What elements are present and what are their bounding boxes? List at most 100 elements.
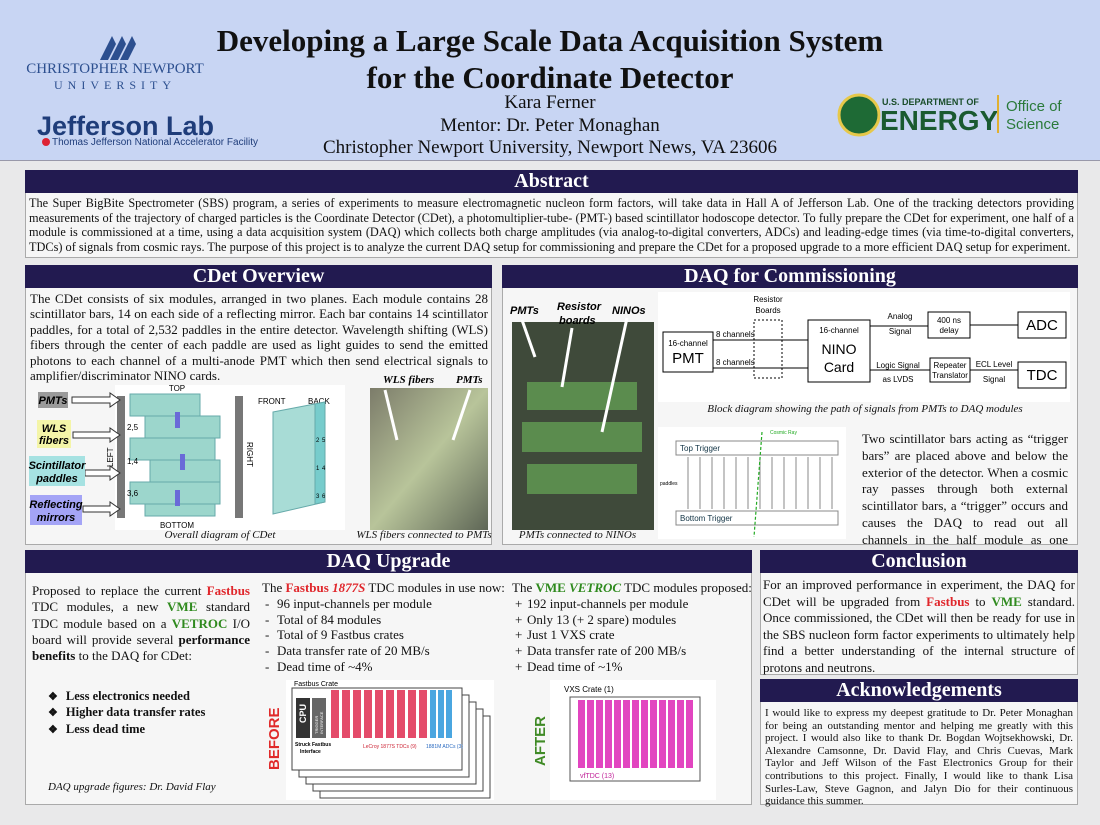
block-label: PMT — [672, 350, 704, 367]
shape — [527, 464, 637, 494]
shape — [175, 490, 180, 506]
text: TDC modules, a new — [32, 599, 168, 615]
benefit: ❖ Higher data transfer rates — [48, 705, 205, 721]
block-label: ADC — [1026, 317, 1058, 334]
fig-label: Fastbus Crate — [294, 681, 338, 688]
back-number: 3 — [316, 494, 320, 500]
row-label: 3,6 — [127, 489, 139, 498]
col-heading: The Fastbus 1877S TDC modules in use now… — [262, 580, 505, 596]
shape — [375, 690, 383, 738]
item-text: Data transfer rate of 20 MB/s — [277, 643, 430, 659]
shape — [668, 700, 675, 768]
fig-label: Interface — [300, 749, 321, 755]
ray-label: Cosmic Ray — [770, 430, 797, 436]
text: VME — [167, 599, 198, 615]
marker: - — [265, 611, 270, 627]
photo-label: NINOs — [612, 305, 646, 317]
mentor: Mentor: Dr. Peter Monaghan — [440, 114, 660, 136]
item-text: Dead time of ~1% — [527, 658, 623, 674]
shape — [364, 690, 372, 738]
text: VETROC — [171, 615, 228, 631]
jlab-sub: Thomas Jefferson National Accelerator Fa… — [52, 137, 258, 148]
cnu-name: CHRISTOPHER NEWPORT — [26, 61, 204, 77]
shape — [446, 690, 452, 738]
block-label: Logic Signal — [876, 361, 920, 370]
fig-label: CPU — [298, 704, 308, 723]
shape — [353, 690, 361, 738]
row-label: 2,5 — [127, 423, 139, 432]
photo-label: PMTs — [456, 374, 483, 386]
col-heading: The VME VETROC TDC modules proposed: — [512, 580, 752, 596]
doe-office: Science — [1006, 116, 1059, 133]
shape — [560, 327, 574, 388]
shape — [687, 457, 833, 509]
shape — [37, 420, 71, 448]
diagram-label: BOTTOM — [160, 521, 194, 530]
element — [522, 382, 642, 494]
shape — [527, 382, 637, 410]
text: VME — [535, 580, 566, 595]
cdet-diagram: TOP BOTTOM LEFT RIGHT 2,5 1,4 3,6 FRONT … — [29, 384, 345, 530]
section-heading: DAQ Upgrade — [25, 550, 752, 573]
item-text: Data transfer rate of 200 MB/s — [527, 643, 687, 659]
title-line: for the Coordinate Detector — [366, 60, 734, 95]
element — [675, 440, 839, 526]
diagram-bg — [658, 292, 1070, 402]
photo-label: boards — [559, 315, 596, 327]
shape — [675, 440, 839, 456]
text: TDC modules in use now: — [365, 580, 505, 595]
text: to the DAQ for CDet: — [75, 648, 192, 664]
fig-label: 1881M ADCs (3) — [426, 744, 463, 750]
marker: + — [515, 643, 523, 659]
text: TDC modules proposed: — [621, 580, 752, 595]
paddles-label: paddles — [660, 481, 678, 487]
text: to — [969, 593, 992, 609]
element: Resistor Boards 8 channels 8 channels 16-c… — [668, 295, 1012, 384]
item: -96 input-channels per module — [262, 596, 505, 612]
shape — [677, 700, 684, 768]
fastbus-col: The Fastbus 1877S TDC modules in use now… — [262, 580, 505, 675]
item: - Data transfer rate of 20 MB/s — [262, 643, 505, 659]
row-label: 1,4 — [127, 457, 139, 466]
text: standard TDC module based on a — [32, 599, 250, 631]
shape — [596, 700, 603, 768]
diagram-label: RIGHT — [245, 442, 254, 467]
benefit: ❖ Less dead time — [48, 722, 205, 738]
benefit: ❖ Less electronics needed — [48, 689, 205, 705]
block-label: Boards — [755, 306, 780, 315]
element — [430, 690, 452, 738]
part-label: Scintillator — [29, 460, 87, 472]
text: 1877S — [332, 580, 366, 595]
shape — [807, 319, 871, 383]
element: PMT NINO Card ADC TDC — [672, 317, 1058, 384]
title: Developing a Large Scale Data Acquisitio… — [160, 22, 940, 96]
item: +192 input-channels per module — [512, 596, 752, 612]
trigger-diagram: Cosmic Ray Top Trigger Bottom Trigger pa… — [658, 427, 846, 539]
shape — [296, 698, 310, 738]
shape — [397, 690, 405, 738]
bullet: ❖ — [48, 707, 58, 720]
doe-bar — [997, 95, 999, 133]
shape — [641, 700, 648, 768]
marker: - — [265, 627, 270, 643]
marker: + — [515, 658, 523, 674]
caption: PMTs connected to NINOs — [518, 529, 637, 541]
section-heading: Acknowledgements — [760, 679, 1078, 702]
block-label: 8 channels — [716, 358, 755, 367]
nino-photo: PMTs Resistor boards NINOs — [510, 301, 654, 530]
block-label: TDC — [1027, 367, 1058, 384]
element — [71, 392, 121, 517]
block-label: Signal — [889, 327, 911, 336]
cdet-text: The CDet consists of six modules, arrang… — [30, 291, 488, 384]
benefit-text: Less electronics needed — [65, 689, 190, 703]
jlab-dot — [42, 138, 50, 146]
block-diagram: Resistor Boards 8 channels 8 channels 16-c… — [658, 292, 1070, 402]
part-label: PMTs — [39, 395, 68, 407]
item-text: Dead time of ~4% — [277, 658, 373, 674]
item: - Total of 84 modules — [262, 612, 505, 628]
shape — [650, 700, 657, 768]
cnu-sub: UNIVERSITY — [54, 78, 176, 92]
fig-label: INTERFACE — [319, 711, 324, 734]
text: performance benefits — [32, 631, 250, 664]
